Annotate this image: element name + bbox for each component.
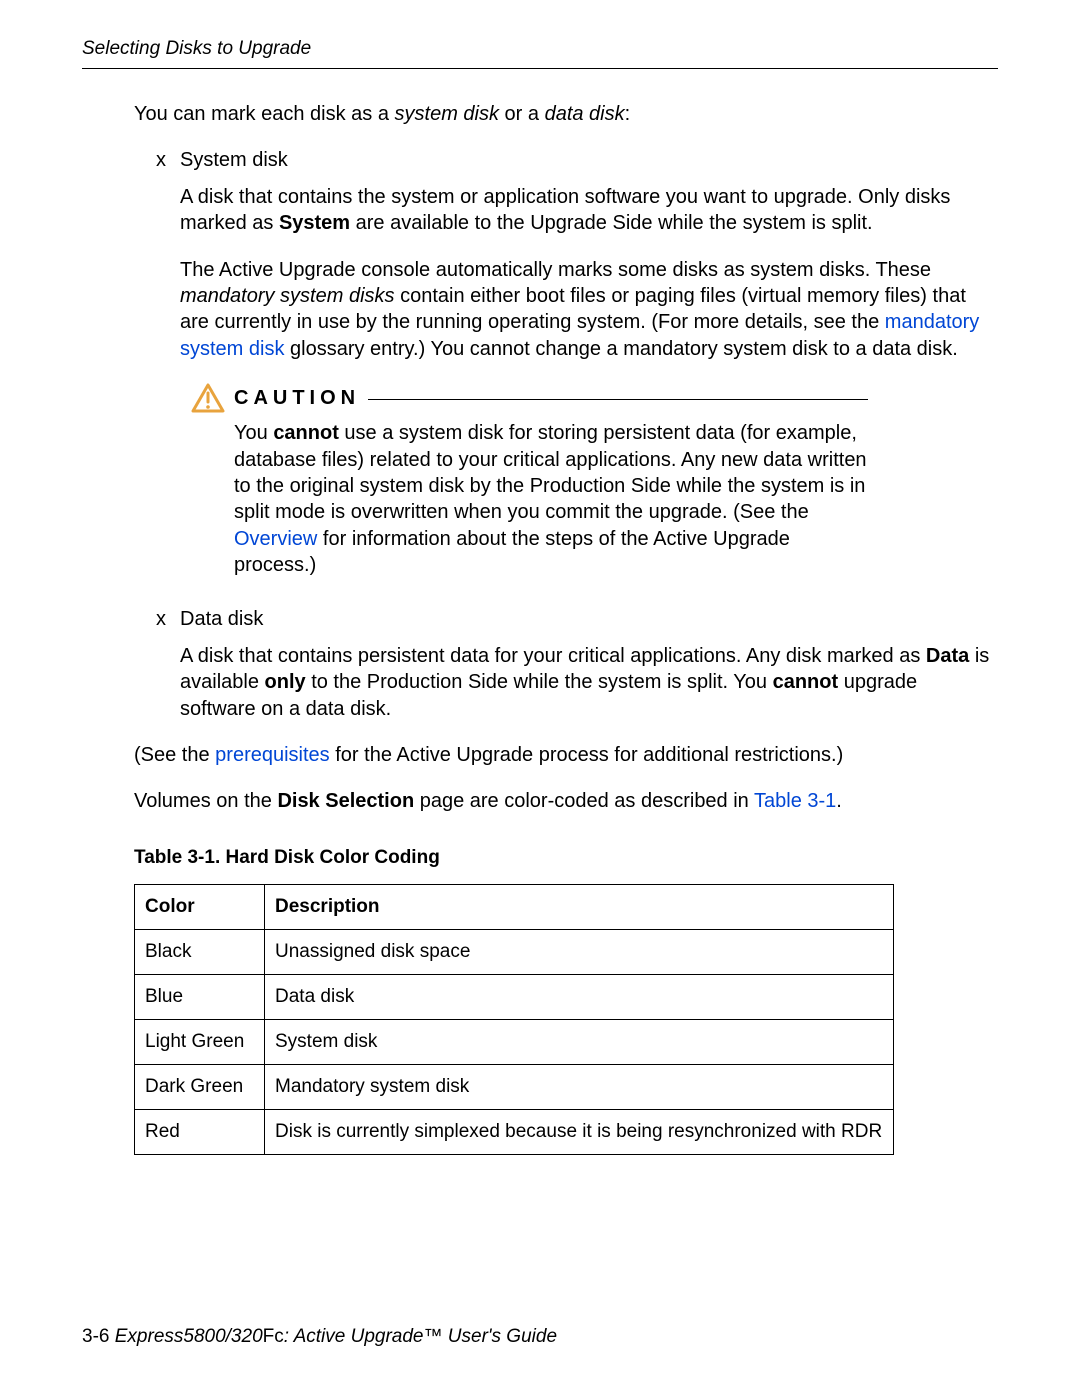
footer-model-b: Fc xyxy=(263,1326,284,1347)
table-row: Dark Green Mandatory system disk xyxy=(135,1065,894,1110)
table-header-row: Color Description xyxy=(135,884,894,929)
txt-bold: only xyxy=(265,671,306,693)
txt: You xyxy=(234,422,273,444)
bullet-data: x Data disk xyxy=(156,606,998,632)
txt-bold: Data xyxy=(926,645,969,667)
table-row: Black Unassigned disk space xyxy=(135,929,894,974)
txt-bold-system: System xyxy=(279,212,350,234)
table-row: Blue Data disk xyxy=(135,975,894,1020)
intro-system-disk-em: system disk xyxy=(395,103,499,125)
intro-lead: You can mark each disk as a xyxy=(134,103,395,125)
txt: page are color-coded as described in xyxy=(414,790,754,812)
bullet-mark: x xyxy=(156,147,170,173)
txt-bold: Disk Selection xyxy=(277,790,414,812)
prereq-para: (See the prerequisites for the Active Up… xyxy=(134,742,998,768)
txt: for information about the steps of the A… xyxy=(234,528,790,576)
caution-rule xyxy=(368,399,868,400)
cell-desc: Data disk xyxy=(265,975,894,1020)
bullet-data-title: Data disk xyxy=(180,606,998,632)
caution-text: You cannot use a system disk for storing… xyxy=(234,420,868,578)
cell-color: Red xyxy=(135,1110,265,1155)
intro-data-disk-em: data disk xyxy=(545,103,625,125)
link-table-3-1[interactable]: Table 3-1 xyxy=(754,790,836,812)
bullet-system-title: System disk xyxy=(180,147,998,173)
txt-em: mandatory system disks xyxy=(180,285,395,307)
txt: are available to the Upgrade Side while … xyxy=(350,212,873,234)
footer-title: : Active Upgrade™ User's Guide xyxy=(284,1326,557,1347)
link-prerequisites[interactable]: prerequisites xyxy=(215,744,330,766)
cell-color: Blue xyxy=(135,975,265,1020)
cell-color: Light Green xyxy=(135,1020,265,1065)
caution-label: CAUTION xyxy=(234,385,360,411)
intro-colon: : xyxy=(625,103,631,125)
txt-bold: cannot xyxy=(773,671,839,693)
bullet-mark: x xyxy=(156,606,170,632)
cell-desc: System disk xyxy=(265,1020,894,1065)
txt: Volumes on the xyxy=(134,790,277,812)
txt: A disk that contains persistent data for… xyxy=(180,645,926,667)
cell-color: Black xyxy=(135,929,265,974)
bullet-system: x System disk xyxy=(156,147,998,173)
txt: . xyxy=(836,790,842,812)
txt: for the Active Upgrade process for addit… xyxy=(330,744,844,766)
txt-bold: cannot xyxy=(273,422,339,444)
intro-para: You can mark each disk as a system disk … xyxy=(134,101,998,127)
caution-icon xyxy=(190,382,226,414)
txt: (See the xyxy=(134,744,215,766)
txt: glossary entry.) You cannot change a man… xyxy=(284,338,957,360)
bullet-system-p1: A disk that contains the system or appli… xyxy=(180,184,998,237)
bullet-data-p1: A disk that contains persistent data for… xyxy=(180,643,998,722)
page-footer: 3-6 Express5800/320Fc: Active Upgrade™ U… xyxy=(82,1326,557,1348)
txt: The Active Upgrade console automatically… xyxy=(180,259,931,281)
table-row: Red Disk is currently simplexed because … xyxy=(135,1110,894,1155)
cell-desc: Mandatory system disk xyxy=(265,1065,894,1110)
bullet-system-p2: The Active Upgrade console automatically… xyxy=(180,257,998,363)
link-overview[interactable]: Overview xyxy=(234,528,317,550)
caution-block: CAUTION You cannot use a system disk for… xyxy=(190,382,868,578)
page-number: 3-6 xyxy=(82,1326,109,1347)
intro-or: or a xyxy=(499,103,545,125)
cell-desc: Unassigned disk space xyxy=(265,929,894,974)
running-head: Selecting Disks to Upgrade xyxy=(82,38,998,69)
color-coding-table: Color Description Black Unassigned disk … xyxy=(134,884,894,1155)
txt: to the Production Side while the system … xyxy=(306,671,773,693)
table-title: Table 3-1. Hard Disk Color Coding xyxy=(134,845,998,870)
table-head-desc: Description xyxy=(265,884,894,929)
cell-desc: Disk is currently simplexed because it i… xyxy=(265,1110,894,1155)
volumes-para: Volumes on the Disk Selection page are c… xyxy=(134,788,998,814)
cell-color: Dark Green xyxy=(135,1065,265,1110)
table-row: Light Green System disk xyxy=(135,1020,894,1065)
table-head-color: Color xyxy=(135,884,265,929)
footer-model-a: Express5800/320 xyxy=(115,1326,263,1347)
